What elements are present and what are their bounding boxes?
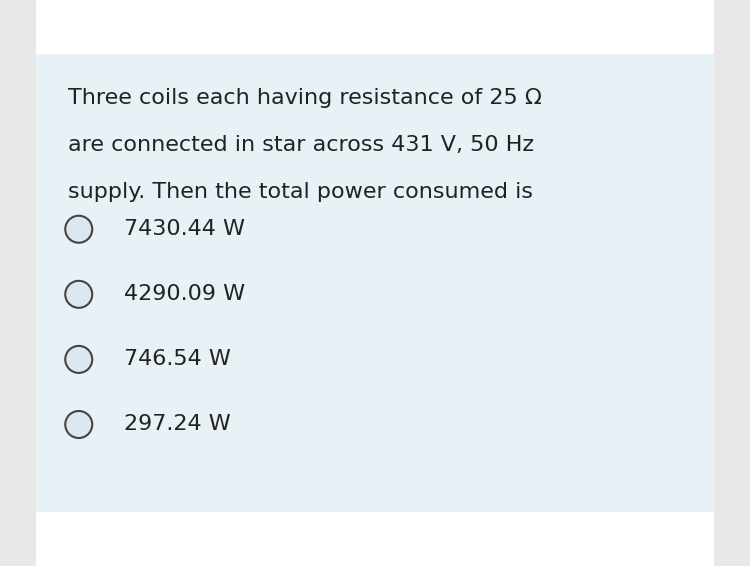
Ellipse shape [65,216,92,243]
Ellipse shape [65,411,92,438]
Text: 7430.44 W: 7430.44 W [124,219,244,239]
Bar [0,0,36,566]
Text: 746.54 W: 746.54 W [124,349,231,370]
Text: are connected in star across 431 V, 50 Hz: are connected in star across 431 V, 50 H… [68,135,534,155]
Text: supply. Then the total power consumed is: supply. Then the total power consumed is [68,182,532,201]
Text: 297.24 W: 297.24 W [124,414,230,435]
Ellipse shape [65,281,92,308]
Bar [714,0,750,566]
Bar [36,0,714,54]
Text: 4290.09 W: 4290.09 W [124,284,244,305]
Bar [36,512,714,566]
Text: Three coils each having resistance of 25 Ω: Three coils each having resistance of 25… [68,88,542,108]
Ellipse shape [65,346,92,373]
